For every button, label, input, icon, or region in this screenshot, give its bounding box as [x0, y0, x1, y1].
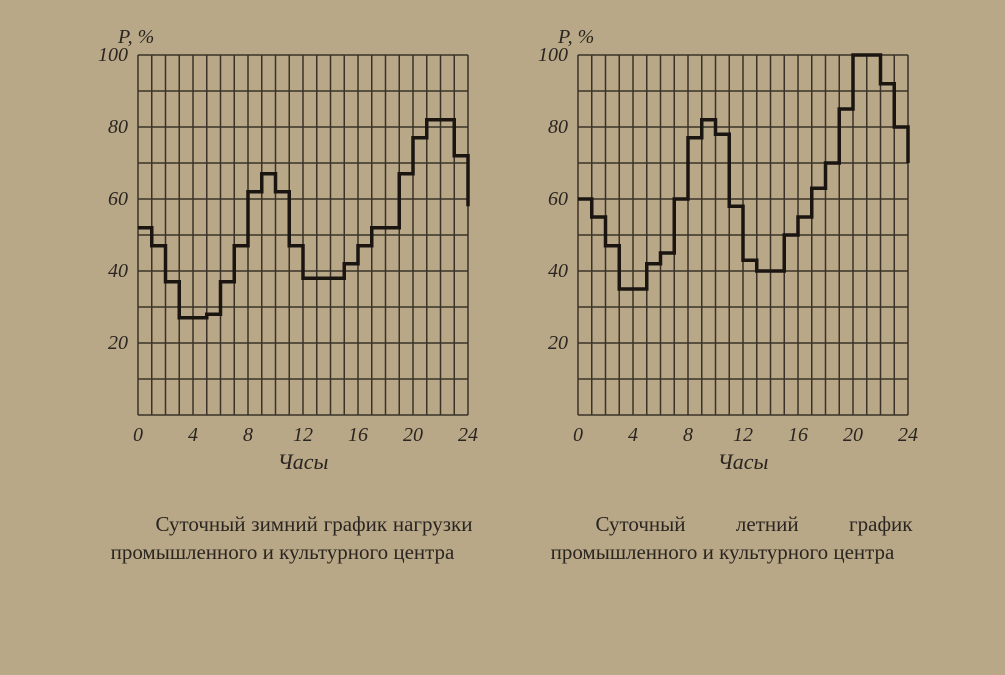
x-tick-label: 12: [733, 424, 753, 446]
caption-left: Суточный зимний график нагрузки промыш­л…: [93, 510, 473, 567]
x-tick-label: 16: [348, 424, 368, 446]
y-tick-label: 40: [548, 260, 568, 282]
y-tick-label: 80: [108, 116, 128, 138]
y-tick-label: 20: [108, 332, 128, 354]
x-tick-label: 24: [898, 424, 918, 446]
x-tick-label: 20: [403, 424, 423, 446]
chart-left-svg: 2040608010004812162024P, %Часы: [83, 20, 483, 480]
x-axis-label: Часы: [717, 449, 768, 474]
caption-right: Суточный летний график промышленного и к…: [533, 510, 913, 567]
x-tick-label: 4: [188, 424, 198, 446]
x-tick-label: 4: [628, 424, 638, 446]
y-tick-label: 60: [108, 188, 128, 210]
page-root: 2040608010004812162024P, %Часы Суточный …: [20, 20, 985, 567]
x-tick-label: 8: [243, 424, 253, 446]
y-tick-label: 60: [548, 188, 568, 210]
x-tick-label: 0: [133, 424, 143, 446]
x-tick-label: 12: [293, 424, 313, 446]
y-tick-label: 80: [548, 116, 568, 138]
y-tick-label: 40: [108, 260, 128, 282]
x-tick-label: 0: [573, 424, 583, 446]
x-axis-label: Часы: [277, 449, 328, 474]
chart-block-left: 2040608010004812162024P, %Часы Суточный …: [83, 20, 483, 567]
x-tick-label: 24: [458, 424, 478, 446]
y-axis-label: P, %: [117, 26, 154, 48]
chart-right-svg: 2040608010004812162024P, %Часы: [523, 20, 923, 480]
chart-block-right: 2040608010004812162024P, %Часы Суточный …: [523, 20, 923, 567]
x-tick-label: 8: [683, 424, 693, 446]
y-tick-label: 20: [548, 332, 568, 354]
x-tick-label: 20: [843, 424, 863, 446]
x-tick-label: 16: [788, 424, 808, 446]
y-axis-label: P, %: [557, 26, 594, 48]
